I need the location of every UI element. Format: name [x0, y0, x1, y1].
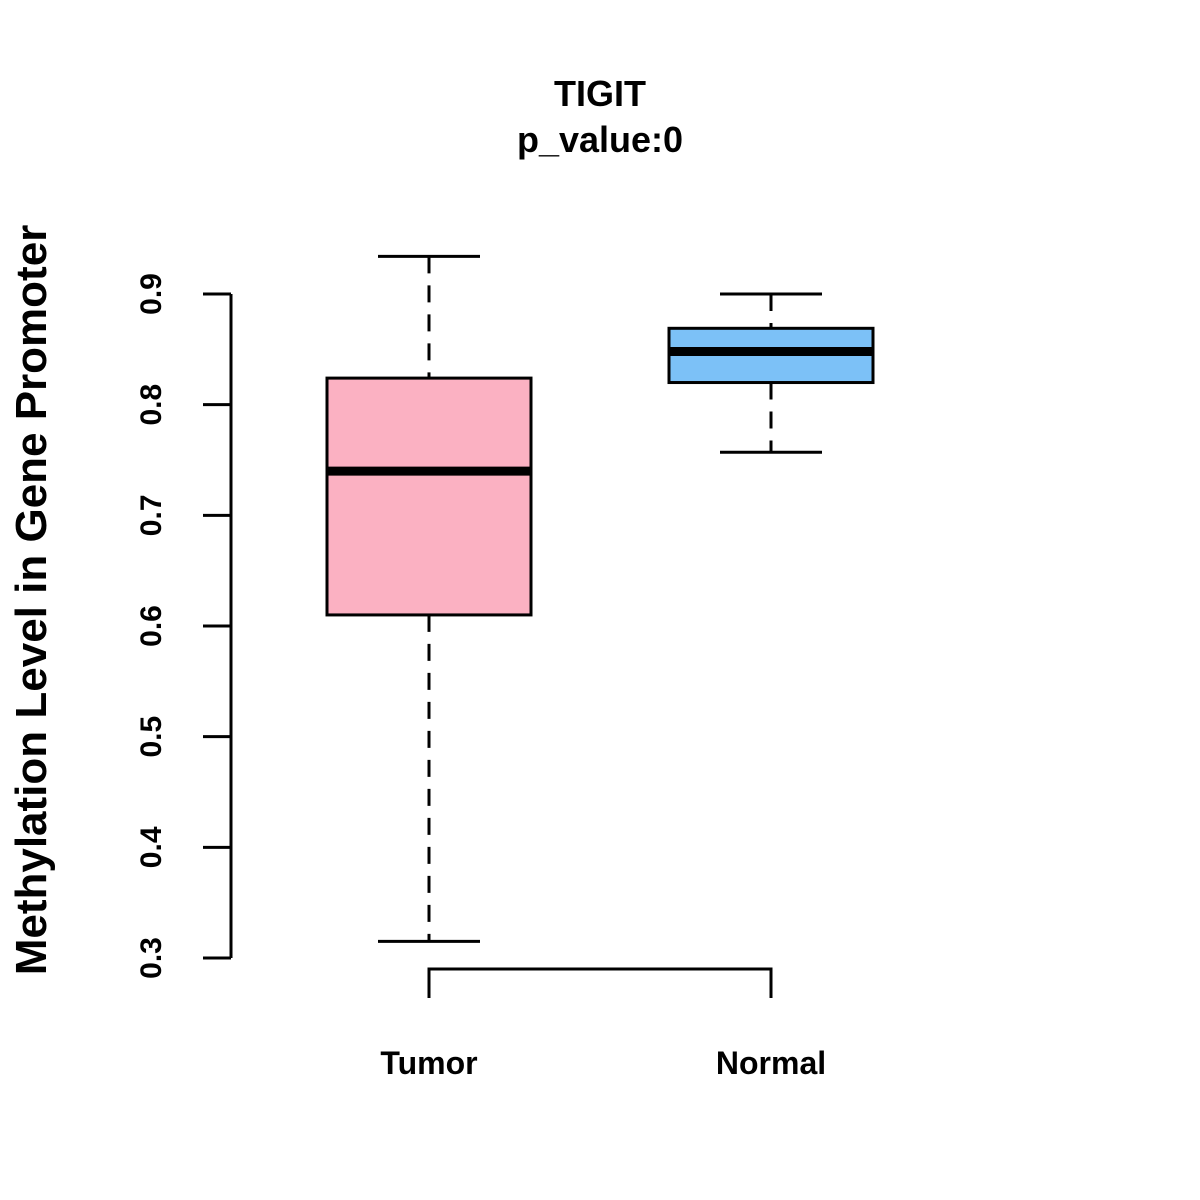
y-tick-label-5: 0.8 — [135, 384, 168, 426]
box-tumor — [325, 254, 533, 943]
y-tick-label-1: 0.4 — [135, 826, 168, 868]
y-tick-label-4: 0.7 — [135, 494, 168, 536]
tumor-iqr-box — [325, 376, 533, 617]
x-label-tumor: Tumor — [380, 1045, 477, 1081]
x-category-labels: Tumor Normal — [380, 1045, 826, 1081]
boxes-group — [325, 254, 875, 943]
y-tick-label-2: 0.5 — [135, 716, 168, 758]
y-tick-label-6: 0.9 — [135, 273, 168, 315]
x-label-normal: Normal — [716, 1045, 826, 1081]
y-tick-label-3: 0.6 — [135, 605, 168, 647]
comparison-bracket — [427, 967, 773, 998]
box-normal — [667, 292, 875, 454]
y-tick-label-0: 0.3 — [135, 937, 168, 979]
y-axis-ticks: 0.3 0.4 0.5 0.6 0.7 0.8 0.9 — [135, 273, 231, 979]
y-axis-label: Methylation Level in Gene Promoter — [7, 225, 56, 976]
chart-subtitle: p_value:0 — [517, 119, 683, 160]
chart-title: TIGIT — [554, 73, 646, 114]
